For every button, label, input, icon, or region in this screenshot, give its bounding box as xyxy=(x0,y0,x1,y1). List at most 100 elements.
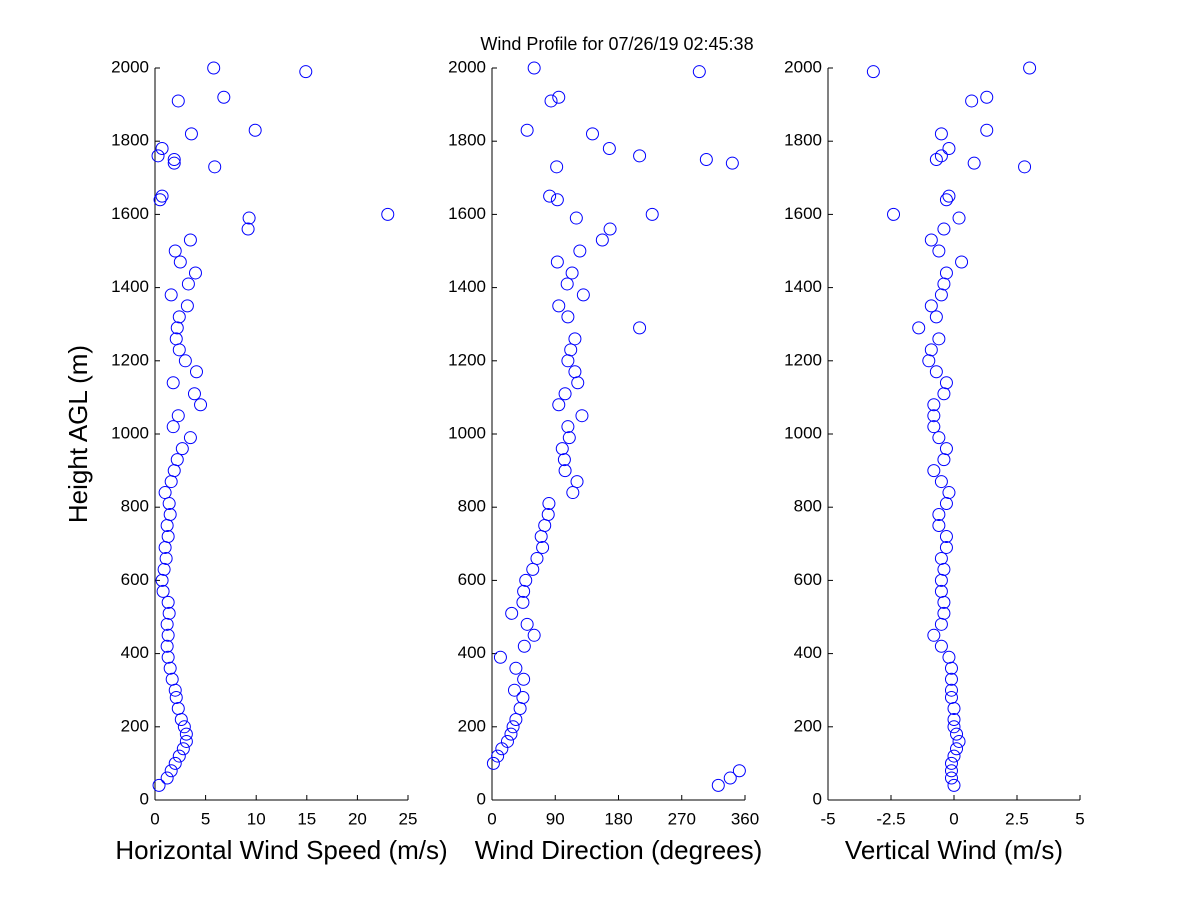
point xyxy=(1023,61,1037,75)
point xyxy=(165,672,179,686)
point xyxy=(181,277,195,291)
point xyxy=(504,727,518,741)
y-tick-label: 200 xyxy=(794,716,822,735)
point xyxy=(176,742,190,756)
x-tick-label: 0 xyxy=(150,809,159,828)
point xyxy=(155,142,169,156)
y-tick-label: 1400 xyxy=(111,277,149,296)
point xyxy=(166,376,180,390)
y-tick-label: 1800 xyxy=(448,131,486,150)
point xyxy=(939,193,953,207)
point xyxy=(573,244,587,258)
y-tick-label: 1000 xyxy=(784,423,822,442)
point xyxy=(517,584,531,598)
point xyxy=(927,464,941,478)
x-axis-label: Horizontal Wind Speed (m/s) xyxy=(115,835,447,865)
point xyxy=(151,149,165,163)
y-tick-label: 400 xyxy=(121,643,149,662)
y-tick-label: 1200 xyxy=(448,350,486,369)
x-axis-label: Vertical Wind (m/s) xyxy=(845,835,1063,865)
point xyxy=(944,756,958,770)
point xyxy=(944,764,958,778)
point xyxy=(942,189,956,203)
point xyxy=(887,207,901,221)
point xyxy=(633,149,647,163)
point xyxy=(169,691,183,705)
point xyxy=(153,193,167,207)
point xyxy=(711,778,725,792)
point xyxy=(242,211,256,225)
point xyxy=(160,771,174,785)
point xyxy=(558,464,572,478)
figure-title: Wind Profile for 07/26/19 02:45:38 xyxy=(480,34,753,54)
point xyxy=(381,207,395,221)
point xyxy=(939,442,953,456)
point xyxy=(509,712,523,726)
point xyxy=(241,222,255,236)
point xyxy=(172,310,186,324)
point xyxy=(560,277,574,291)
point xyxy=(927,398,941,412)
point xyxy=(947,778,961,792)
point xyxy=(927,420,941,434)
point xyxy=(562,431,576,445)
point xyxy=(603,222,617,236)
point xyxy=(179,734,193,748)
x-tick-label: 10 xyxy=(247,809,266,828)
y-tick-label: 1000 xyxy=(111,423,149,442)
point xyxy=(160,617,174,631)
point xyxy=(558,387,572,401)
point xyxy=(299,65,313,79)
point xyxy=(692,65,706,79)
point xyxy=(157,562,171,576)
x-tick-label: 360 xyxy=(731,809,759,828)
point xyxy=(164,288,178,302)
point xyxy=(633,321,647,335)
point xyxy=(980,90,994,104)
point xyxy=(180,299,194,313)
y-tick-label: 1000 xyxy=(448,423,486,442)
point xyxy=(947,749,961,763)
point xyxy=(937,222,951,236)
x-tick-label: 90 xyxy=(546,809,565,828)
point xyxy=(526,562,540,576)
x-axis-label: Wind Direction (degrees) xyxy=(475,835,763,865)
point xyxy=(550,160,564,174)
point xyxy=(564,343,578,357)
point xyxy=(1018,160,1032,174)
point xyxy=(566,486,580,500)
point xyxy=(194,398,208,412)
point xyxy=(912,321,926,335)
point xyxy=(967,156,981,170)
y-tick-label: 1600 xyxy=(111,204,149,223)
y-tick-label: 1800 xyxy=(784,131,822,150)
y-tick-label: 600 xyxy=(458,570,486,589)
point xyxy=(565,266,579,280)
y-tick-label: 800 xyxy=(121,497,149,516)
y-tick-label: 2000 xyxy=(784,57,822,76)
point xyxy=(491,749,505,763)
point xyxy=(934,584,948,598)
point xyxy=(932,508,946,522)
point xyxy=(932,244,946,258)
point xyxy=(723,771,737,785)
y-tick-label: 400 xyxy=(794,643,822,662)
point xyxy=(167,156,181,170)
point xyxy=(939,266,953,280)
point xyxy=(155,573,169,587)
point xyxy=(161,650,175,664)
point xyxy=(520,617,534,631)
point xyxy=(552,299,566,313)
point xyxy=(517,639,531,653)
point xyxy=(164,764,178,778)
x-tick-label: 5 xyxy=(1075,809,1084,828)
point xyxy=(519,573,533,587)
point xyxy=(929,365,943,379)
point xyxy=(168,244,182,258)
point xyxy=(541,508,555,522)
point xyxy=(555,442,569,456)
x-tick-label: -5 xyxy=(820,809,835,828)
point xyxy=(595,233,609,247)
point xyxy=(955,255,969,269)
